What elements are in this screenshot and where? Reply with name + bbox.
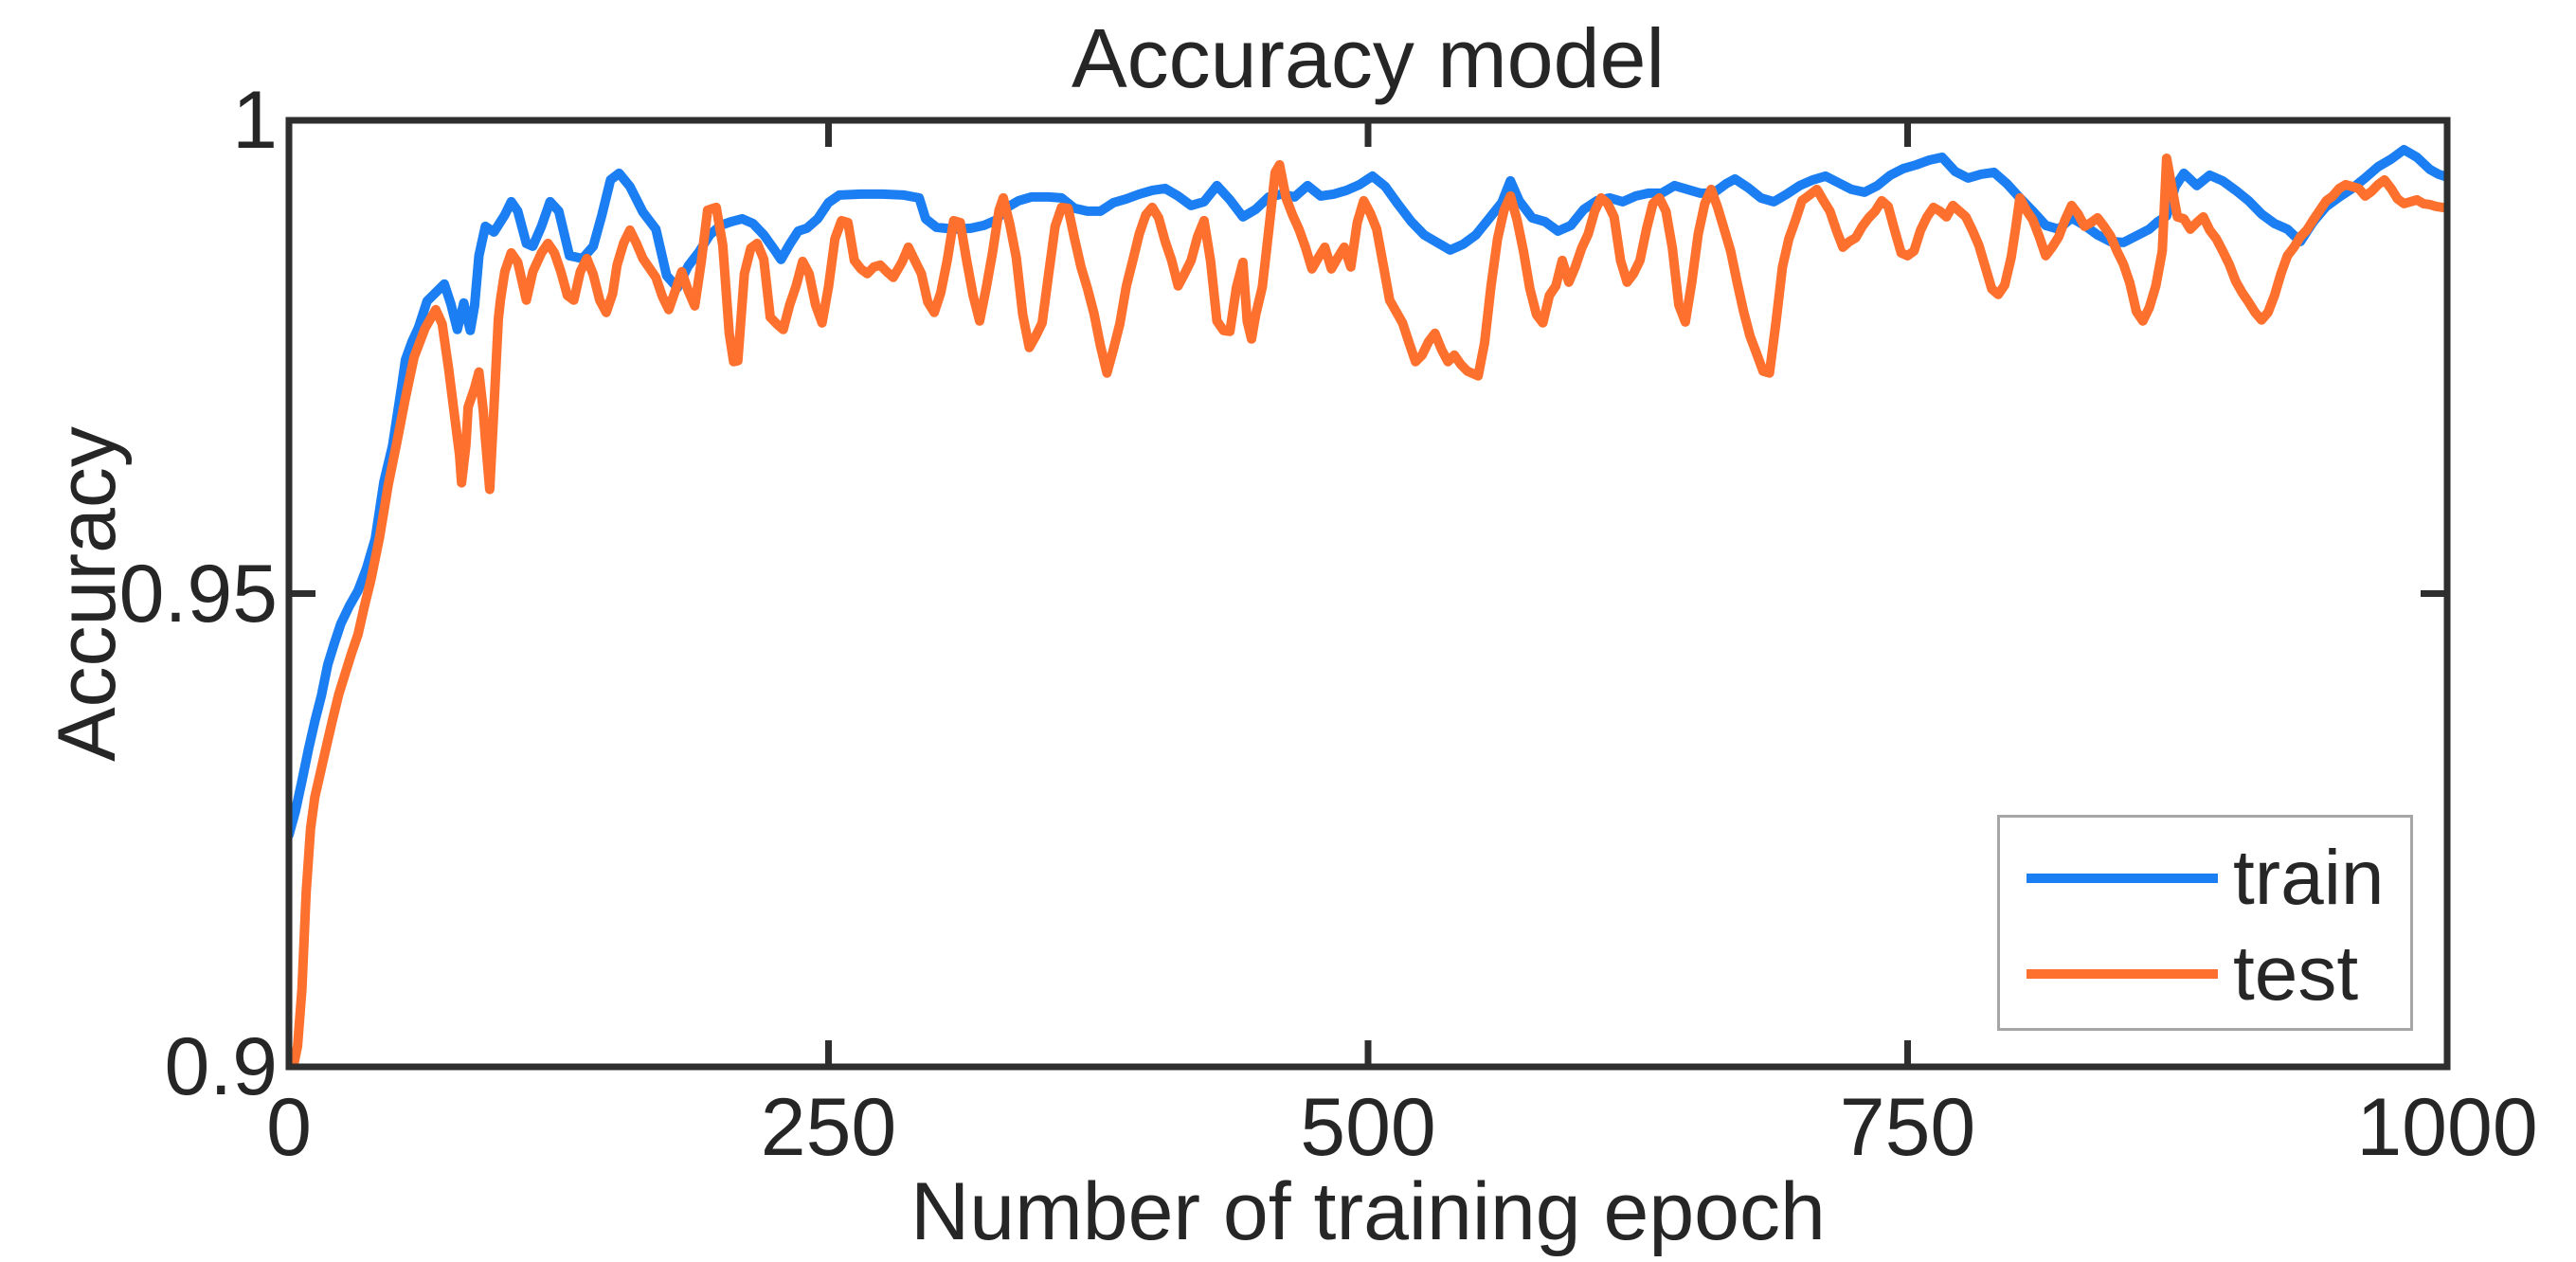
tick-marks (285, 117, 2451, 1071)
legend-item-train: train (2000, 830, 2410, 926)
legend-label-train: train (2233, 834, 2385, 921)
chart-title: Accuracy model (1071, 11, 1665, 105)
x-tick-label: 1000 (2356, 1082, 2538, 1173)
x-tick-label: 500 (1300, 1082, 1436, 1173)
legend-line-train (2027, 873, 2218, 883)
legend: train test (1997, 815, 2413, 1031)
y-tick-label: 1 (232, 75, 278, 166)
x-tick-label: 0 (266, 1082, 312, 1173)
train-line (289, 145, 2447, 840)
legend-line-test (2027, 968, 2218, 979)
y-tick-label: 0.95 (118, 548, 278, 640)
y-tick-label: 0.9 (164, 1021, 278, 1112)
x-tick-label: 250 (760, 1082, 897, 1173)
legend-item-test: test (2000, 926, 2410, 1021)
legend-label-test: test (2233, 929, 2359, 1017)
y-axis-label: Accuracy (42, 426, 133, 762)
x-axis-label: Number of training epoch (910, 1166, 1826, 1257)
test-line (289, 153, 2447, 1067)
series-layer (289, 145, 2447, 1067)
x-tick-label: 750 (1839, 1082, 1976, 1173)
